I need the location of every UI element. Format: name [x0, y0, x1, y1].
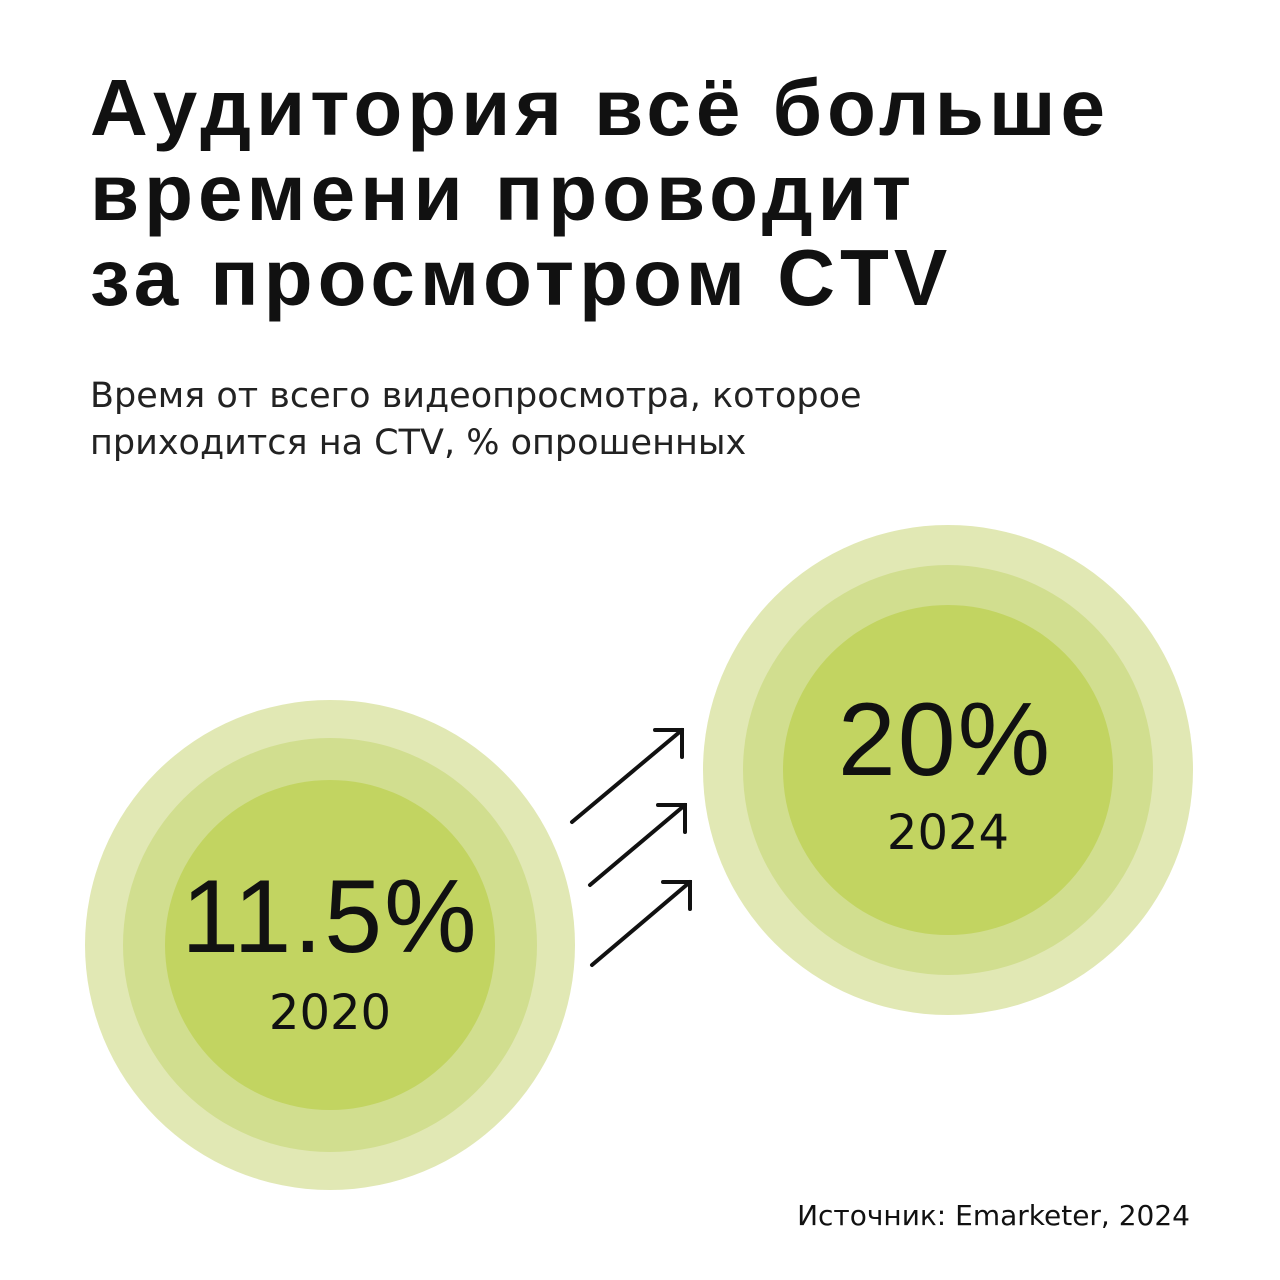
arrows	[570, 728, 692, 967]
value: 11.5%	[181, 859, 478, 975]
subtitle-line: Время от всего видеопросмотра, которое	[90, 376, 862, 416]
arrow	[590, 880, 692, 967]
arrow	[588, 803, 687, 887]
subtitle-line: приходится на CTV, % опрошенных	[90, 423, 746, 463]
year: 2024	[887, 805, 1009, 861]
title-line: за просмотром CTV	[90, 233, 952, 322]
source: Источник: Emarketer, 2024	[797, 1199, 1190, 1232]
title-line: Аудитория всё больше	[90, 63, 1110, 152]
title-line: времени проводит	[90, 148, 916, 237]
year: 2020	[269, 985, 391, 1041]
value: 20%	[838, 682, 1052, 798]
circle-2024: 20% 2024	[703, 525, 1193, 1015]
ring	[783, 605, 1113, 935]
circle-2020: 11.5% 2020	[85, 700, 575, 1190]
arrow	[570, 728, 684, 824]
ring	[165, 780, 495, 1110]
